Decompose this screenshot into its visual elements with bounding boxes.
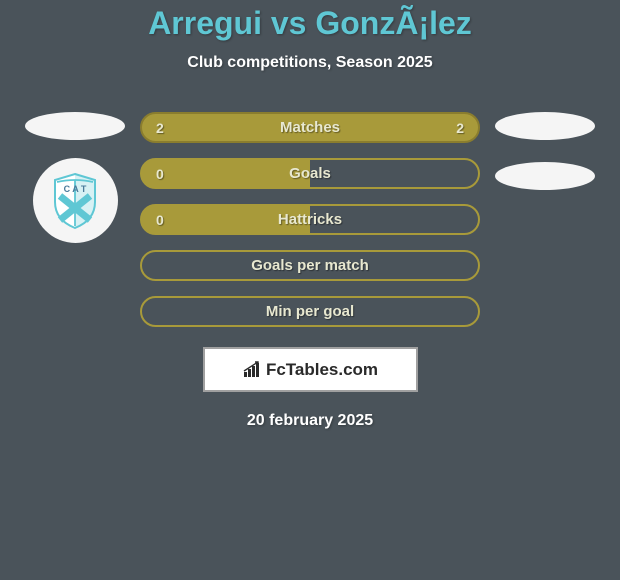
page-subtitle: Club competitions, Season 2025 xyxy=(0,54,620,72)
shield-icon: C A T xyxy=(50,172,100,230)
stat-label: Hattricks xyxy=(278,211,342,228)
page-title: Arregui vs GonzÃ¡lez xyxy=(0,5,620,42)
stat-right-value: 2 xyxy=(456,120,464,136)
right-column xyxy=(490,112,600,190)
stat-label: Matches xyxy=(280,119,340,136)
main-container: Arregui vs GonzÃ¡lez Club competitions, … xyxy=(0,0,620,430)
stat-label: Goals xyxy=(289,165,331,182)
stat-bar-hattricks: 0 Hattricks xyxy=(140,204,480,235)
stats-column: 2 Matches 2 0 Goals 0 Hattricks Goals per match… xyxy=(140,112,480,327)
stat-bar-matches: 2 Matches 2 xyxy=(140,112,480,143)
left-column: C A T xyxy=(20,112,130,243)
player-ellipse-right-2 xyxy=(495,162,595,190)
bar-chart-icon xyxy=(242,361,262,379)
team-logo-left: C A T xyxy=(33,158,118,243)
stat-left-value: 0 xyxy=(156,166,164,182)
date-label: 20 february 2025 xyxy=(0,412,620,430)
stat-left-value: 2 xyxy=(156,120,164,136)
svg-text:C A T: C A T xyxy=(64,184,87,194)
brand-label: FcTables.com xyxy=(266,360,378,380)
stat-bar-min-per-goal: Min per goal xyxy=(140,296,480,327)
stat-bar-goals-per-match: Goals per match xyxy=(140,250,480,281)
stat-label: Goals per match xyxy=(251,257,369,274)
stat-bar-goals: 0 Goals xyxy=(140,158,480,189)
player-ellipse-right-1 xyxy=(495,112,595,140)
player-ellipse-left xyxy=(25,112,125,140)
content-row: C A T 2 Matches 2 0 Goals 0 Hattricks Goals per… xyxy=(0,112,620,327)
stat-left-value: 0 xyxy=(156,212,164,228)
brand-attribution[interactable]: FcTables.com xyxy=(203,347,418,392)
stat-label: Min per goal xyxy=(266,303,354,320)
